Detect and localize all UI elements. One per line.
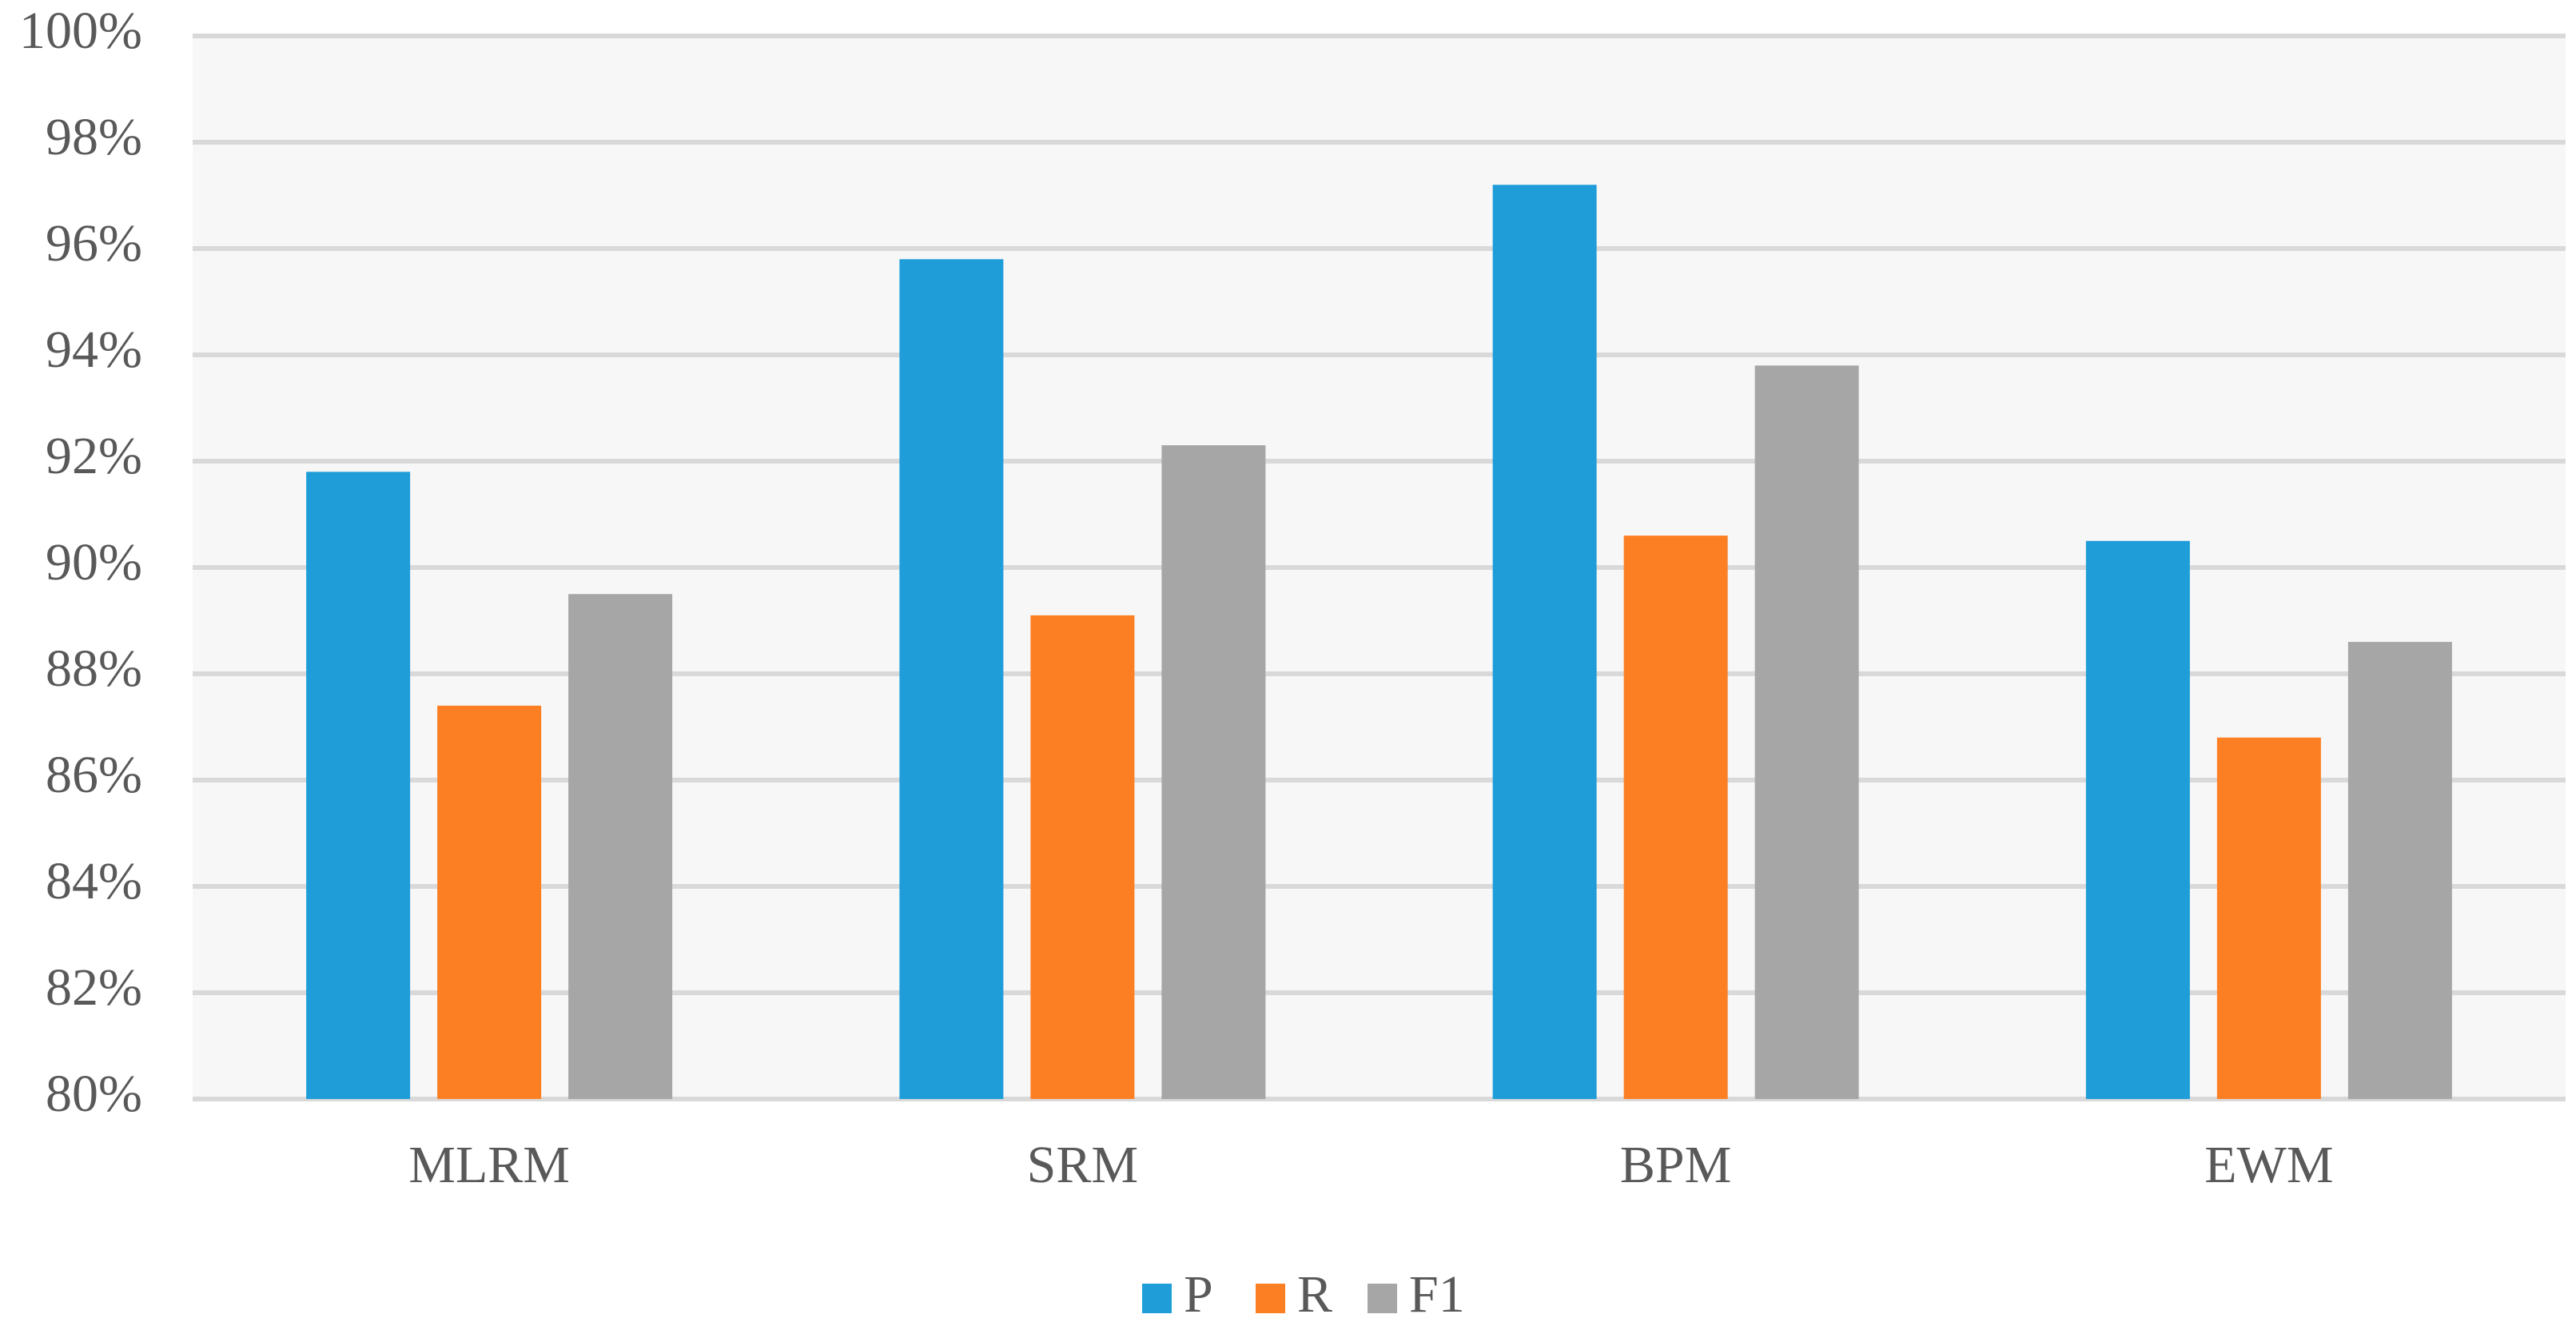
- bar: [1754, 365, 1859, 1099]
- bar: [568, 594, 673, 1099]
- y-tick-label: 88%: [46, 639, 142, 698]
- y-tick-label: 84%: [46, 852, 142, 910]
- legend-swatch: [1368, 1284, 1397, 1313]
- y-tick-label: 100%: [19, 2, 142, 60]
- y-tick-label: 82%: [46, 958, 142, 1017]
- x-tick-label: EWM: [2204, 1136, 2333, 1194]
- y-tick-label: 80%: [46, 1065, 142, 1123]
- x-tick-label: MLRM: [408, 1136, 570, 1194]
- legend-swatch: [1256, 1284, 1285, 1313]
- y-tick-label: 94%: [46, 321, 142, 379]
- bar: [1623, 536, 1728, 1099]
- bar: [1492, 185, 1597, 1100]
- bar: [899, 259, 1004, 1099]
- x-tick-label: BPM: [1620, 1136, 1731, 1194]
- legend-label: P: [1184, 1265, 1213, 1324]
- bar: [1161, 445, 1266, 1099]
- y-tick-label: 98%: [46, 108, 142, 166]
- y-tick-label: 90%: [46, 533, 142, 591]
- legend-label: R: [1297, 1265, 1332, 1324]
- bar: [306, 472, 411, 1099]
- bar: [2216, 737, 2321, 1099]
- bar: [2085, 540, 2190, 1099]
- bar: [437, 705, 542, 1099]
- bar: [2347, 642, 2452, 1099]
- bar: [1030, 615, 1135, 1099]
- y-tick-label: 96%: [46, 214, 142, 273]
- legend-swatch: [1142, 1284, 1172, 1313]
- x-tick-label: SRM: [1027, 1136, 1138, 1194]
- y-tick-label: 92%: [46, 427, 142, 485]
- y-tick-label: 86%: [46, 746, 142, 804]
- legend-label: F1: [1409, 1265, 1465, 1324]
